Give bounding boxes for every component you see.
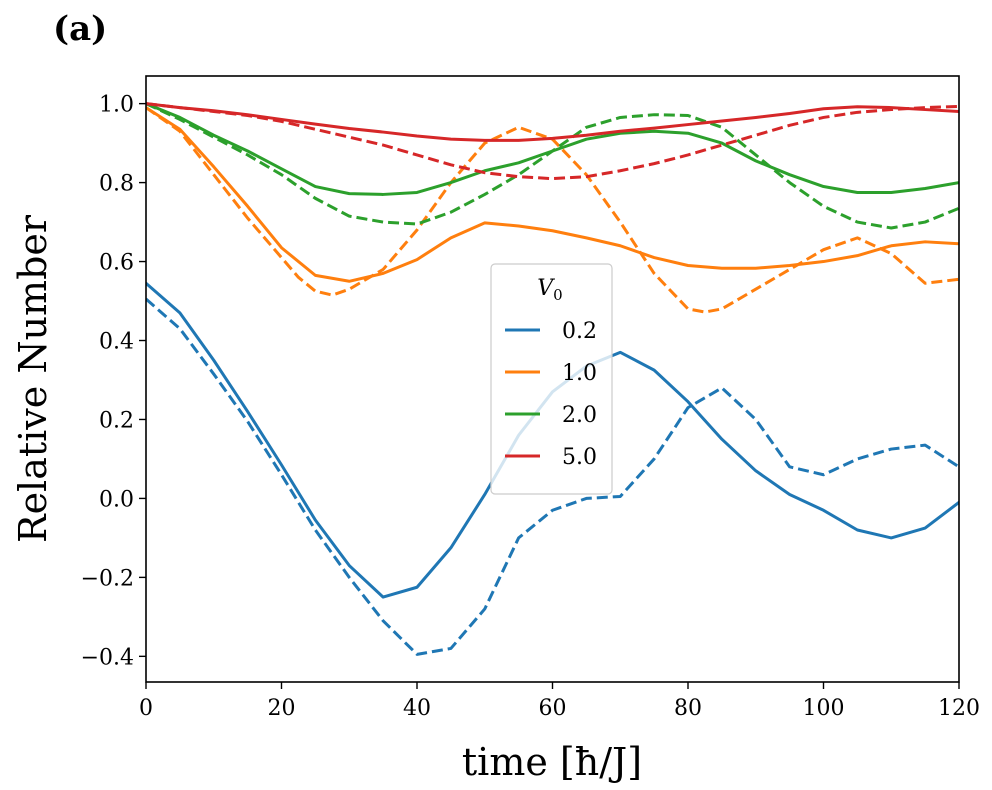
y-tick-label: 0.4 [99, 330, 134, 355]
legend-label-1-0: 1.0 [562, 361, 597, 386]
x-axis-label: time [ħ/J] [462, 740, 642, 784]
legend-label-2-0: 2.0 [562, 403, 597, 428]
legend-label-5-0: 5.0 [562, 445, 597, 470]
x-tick-label: 100 [803, 696, 845, 721]
y-tick-label: −0.2 [81, 566, 134, 591]
series-line-2-0-dashed [146, 102, 959, 230]
y-tick-label: 0.6 [99, 251, 134, 276]
series-line-0-2-dashed [146, 297, 959, 656]
y-tick-label: 0.0 [99, 487, 134, 512]
x-tick-label: 40 [403, 696, 431, 721]
series-line-1-0-dashed [146, 106, 959, 314]
series-line-5-0-solid [146, 102, 959, 142]
series-line-1-0-solid [146, 106, 959, 283]
x-tick-label: 60 [539, 696, 567, 721]
legend-entries: 0.2 1.0 2.0 5.0 [505, 319, 597, 470]
legend-title-main: V [537, 276, 555, 301]
y-axis-label: Relative Number [11, 214, 55, 543]
y-tick-label: 0.2 [99, 408, 134, 433]
series-line-5-0-dashed [146, 102, 959, 181]
y-tick-label: 0.8 [99, 172, 134, 197]
legend-box [490, 263, 613, 495]
x-tick-label: 0 [139, 696, 153, 721]
series-layer [146, 102, 959, 656]
legend: V0 0.2 1.0 2.0 5.0 [490, 263, 613, 495]
y-tick-label: 1.0 [99, 93, 134, 118]
legend-title-sub: 0 [553, 286, 563, 304]
legend-label-0-2: 0.2 [562, 319, 597, 344]
legend-title: V0 [537, 276, 562, 304]
y-tick-label: −0.4 [81, 645, 134, 670]
x-tick-label: 20 [268, 696, 296, 721]
panel-label: (a) [53, 9, 107, 49]
x-tick-label: 120 [938, 696, 980, 721]
x-tick-label: 80 [674, 696, 702, 721]
ticks-layer: 0 20 40 60 80 100 120 −0.4 −0.2 0.0 0.2 0.4 0.6 0.8 1.… [81, 93, 980, 721]
